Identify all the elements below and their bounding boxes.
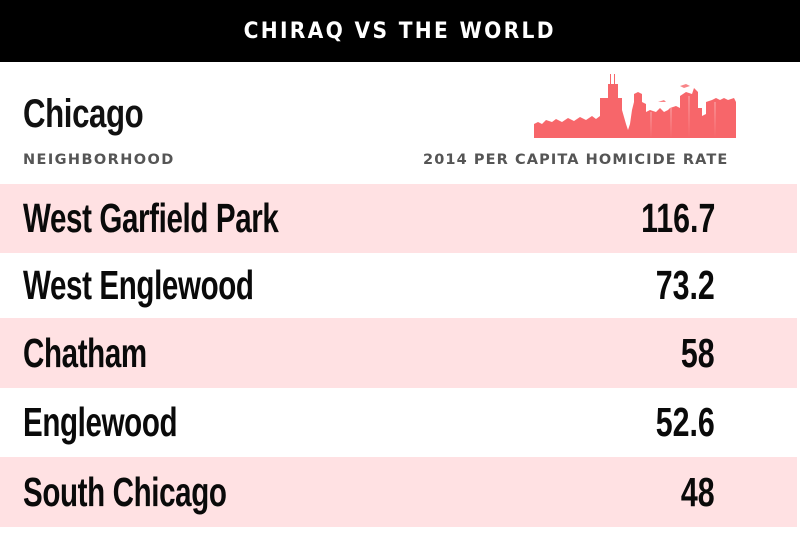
neighborhood-name: Chatham xyxy=(23,329,147,376)
table-row: West Englewood 73.2 xyxy=(0,253,797,318)
homicide-rate-value: 58 xyxy=(681,329,715,376)
neighborhood-name: West Englewood xyxy=(23,262,254,308)
table-row: Englewood 52.6 xyxy=(0,388,797,457)
homicide-rate-value: 48 xyxy=(681,468,715,515)
header-bar: CHIRAQ VS THE WORLD xyxy=(0,0,800,62)
homicide-rate-column-header: 2014 PER CAPITA HOMICIDE RATE xyxy=(423,152,729,168)
neighborhood-name: Englewood xyxy=(23,399,178,445)
neighborhood-name: South Chicago xyxy=(23,468,227,515)
chicago-skyline-icon xyxy=(534,74,736,138)
homicide-rate-value: 52.6 xyxy=(655,399,715,445)
homicide-rate-value: 116.7 xyxy=(640,195,715,241)
homicide-rate-value: 73.2 xyxy=(655,262,715,308)
neighborhood-name: West Garfield Park xyxy=(23,195,279,241)
table-row: Chatham 58 xyxy=(0,318,797,388)
neighborhood-column-header: NEIGHBORHOOD xyxy=(23,152,175,168)
header-title: CHIRAQ VS THE WORLD xyxy=(243,18,557,44)
table-row: South Chicago 48 xyxy=(0,457,797,527)
neighborhood-table: West Garfield Park 116.7 West Englewood … xyxy=(0,184,797,527)
table-row: West Garfield Park 116.7 xyxy=(0,184,797,253)
city-title: Chicago xyxy=(23,92,144,136)
